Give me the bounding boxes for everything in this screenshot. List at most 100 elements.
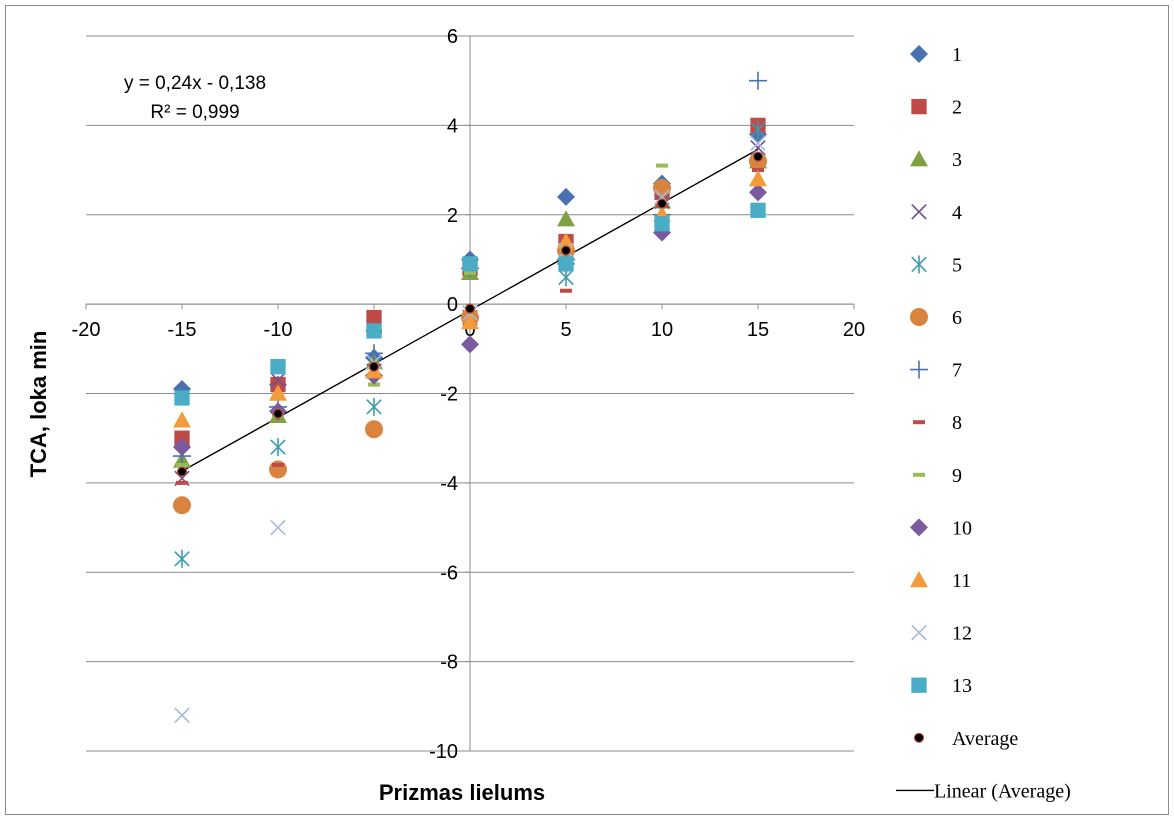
data-point <box>173 438 191 457</box>
data-point <box>654 216 670 232</box>
x-tick-label: 10 <box>651 319 673 341</box>
data-point <box>749 183 767 202</box>
data-point <box>461 313 479 330</box>
legend-label: 8 <box>952 412 962 434</box>
data-point <box>270 372 286 388</box>
data-point <box>558 256 574 272</box>
x-tick-label: -15 <box>168 319 197 341</box>
data-point <box>176 466 188 477</box>
x-axis-title: Prizmas lielums <box>379 780 545 805</box>
data-point <box>272 408 284 419</box>
legend-label: 1 <box>952 44 962 66</box>
data-point <box>750 139 766 156</box>
legend-item: 9 <box>913 465 962 487</box>
legend-label: Linear (Average) <box>934 780 1071 802</box>
legend-marker <box>911 98 927 115</box>
data-point <box>174 390 190 406</box>
y-tick-label: -6 <box>440 562 458 584</box>
trendline-r-squared: R² = 0,999 <box>150 102 239 123</box>
data-point <box>270 359 286 375</box>
legend-marker <box>910 150 928 167</box>
data-point <box>366 323 382 339</box>
series-average <box>176 151 764 477</box>
x-tick-label: 20 <box>843 319 865 341</box>
legend-item: 13 <box>911 675 972 697</box>
legend-label: 9 <box>952 465 962 487</box>
legend-label: 4 <box>952 202 962 224</box>
legend-item: 5 <box>911 254 962 276</box>
legend-item: 6 <box>910 307 962 329</box>
data-point <box>749 170 767 187</box>
legend-item: Average <box>913 728 1018 750</box>
data-point <box>174 707 190 724</box>
y-tick-label: 6 <box>447 26 458 48</box>
data-point <box>557 232 575 249</box>
y-tick-label: 2 <box>447 205 458 227</box>
data-point <box>176 480 188 485</box>
x-tick-label: 15 <box>747 319 769 341</box>
data-point <box>557 187 575 206</box>
legend-marker <box>911 204 927 220</box>
data-points <box>173 71 767 724</box>
legend-marker <box>911 255 927 274</box>
legend-label: 2 <box>952 97 962 119</box>
legend-marker <box>911 677 927 693</box>
data-point <box>272 463 284 467</box>
data-point <box>560 245 572 256</box>
data-point <box>366 397 382 416</box>
legend-item: 8 <box>913 412 962 434</box>
legend-marker <box>913 472 925 477</box>
legend-marker <box>910 360 928 379</box>
y-tick-label: 4 <box>447 115 458 137</box>
data-point <box>752 151 764 162</box>
data-point <box>654 189 670 205</box>
legend-item: 1 <box>910 44 962 66</box>
legend-label: 5 <box>952 254 962 276</box>
data-point <box>270 438 286 457</box>
data-point <box>269 384 287 401</box>
data-point <box>464 303 476 314</box>
data-point <box>176 463 188 467</box>
data-point <box>365 420 383 439</box>
legend-marker <box>910 518 928 537</box>
legend-marker <box>911 624 927 641</box>
data-point <box>557 210 575 227</box>
data-point <box>656 198 668 209</box>
legend-label: 7 <box>952 360 962 382</box>
legend-marker <box>910 571 928 588</box>
y-tick-label: 0 <box>447 294 458 316</box>
series-13 <box>174 202 766 406</box>
legend-item: 4 <box>911 202 962 224</box>
legend-item-trendline: Linear (Average) <box>896 780 1071 802</box>
data-point <box>173 411 191 428</box>
y-tick-label: -10 <box>429 741 458 763</box>
legend-item: 11 <box>910 570 971 592</box>
legend-item: 10 <box>910 517 972 539</box>
legend-label: 3 <box>952 149 962 171</box>
data-point <box>270 519 286 536</box>
data-point <box>464 270 476 275</box>
data-point <box>366 309 382 326</box>
data-point <box>174 549 190 568</box>
y-axis-title: TCA, loka min <box>26 331 51 478</box>
y-tick-label: -4 <box>440 473 458 495</box>
legend-marker <box>913 420 925 425</box>
trendline-equation: y = 0,24x - 0,138 <box>124 73 266 94</box>
legend-item: 3 <box>910 149 962 171</box>
data-point <box>749 71 767 90</box>
legend-item: 2 <box>911 97 962 119</box>
data-point <box>365 344 383 363</box>
x-tick-label: -10 <box>264 319 293 341</box>
legend-label: 11 <box>952 570 971 592</box>
data-point <box>653 178 671 197</box>
legend-label: 6 <box>952 307 962 329</box>
legend-label: 10 <box>952 517 972 539</box>
y-tick-label: -8 <box>440 652 458 674</box>
legend-marker <box>913 732 925 743</box>
legend-label: 13 <box>952 675 972 697</box>
data-point <box>368 361 380 372</box>
